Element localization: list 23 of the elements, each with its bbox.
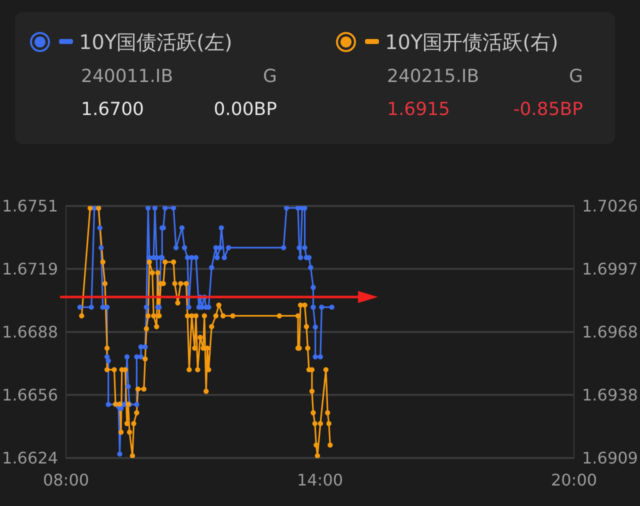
y2-tick-label: 1.6909 <box>582 448 638 468</box>
legend-label: 10Y国债活跃(左) <box>79 28 232 56</box>
y2-tick-label: 1.7026 <box>582 196 638 216</box>
text: -0.85BP <box>513 99 583 120</box>
text: G <box>569 66 583 87</box>
x-tick-label: 14:00 <box>296 470 344 490</box>
text: 240215.IB <box>387 66 480 87</box>
y-tick-label: 1.6688 <box>2 322 58 342</box>
text: G <box>263 66 277 87</box>
y-tick-label: 1.6719 <box>2 260 58 279</box>
x-tick-label: 20:00 <box>550 470 598 490</box>
text: 1.6915 <box>387 99 450 120</box>
text: 240011.IB <box>81 66 174 87</box>
y-tick-label: 1.6624 <box>2 448 58 468</box>
x-tick-label: 08:00 <box>42 470 90 490</box>
y2-tick-label: 1.6997 <box>582 260 638 279</box>
text: 1.6700 <box>81 99 144 120</box>
y2-tick-label: 1.6968 <box>582 322 638 342</box>
legend-label: 10Y国开债活跃(右) <box>385 28 558 56</box>
text: 0.00BP <box>214 99 277 120</box>
y-tick-label: 1.6656 <box>2 386 58 405</box>
y2-tick-label: 1.6938 <box>582 386 638 405</box>
y-tick-label: 1.6751 <box>2 196 58 216</box>
